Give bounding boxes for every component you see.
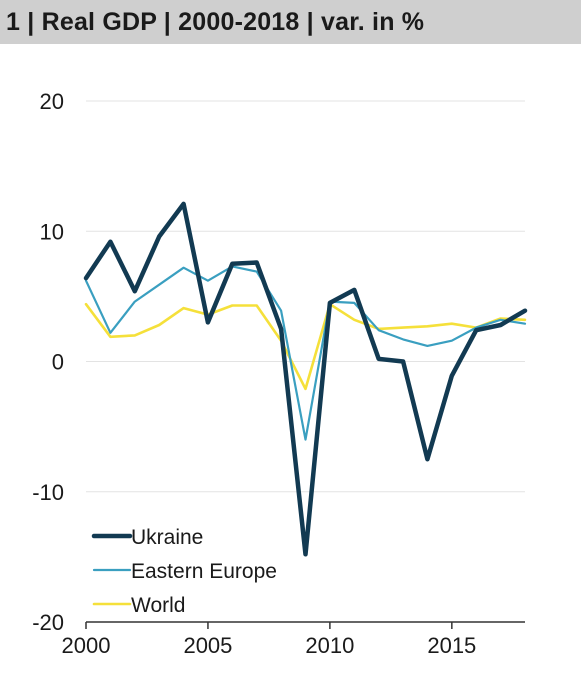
title-bar: 1 | Real GDP | 2000-2018 | var. in % <box>0 0 581 44</box>
legend-label: World <box>131 594 185 617</box>
y-tick-label: 20 <box>40 89 64 114</box>
series-lines <box>83 201 528 557</box>
x-tick-label: 2015 <box>427 633 476 658</box>
series-line-ukraine <box>83 201 528 557</box>
x-axis: 2000 2005 2010 2015 <box>62 621 525 658</box>
series-line-eastern-europe <box>84 265 527 441</box>
y-tick-label: -20 <box>32 610 64 635</box>
legend-label: Eastern Europe <box>131 560 277 583</box>
legend: Ukraine Eastern Europe World <box>91 526 277 617</box>
x-tick-label: 2000 <box>62 633 111 658</box>
x-tick-label: 2005 <box>183 633 232 658</box>
chart-area: 20 10 0 -10 -20 2000 2005 2010 2015 Ukraine East… <box>0 44 581 695</box>
y-tick-label: -10 <box>32 480 64 505</box>
x-tick-label: 2010 <box>305 633 354 658</box>
y-tick-label: 0 <box>52 350 64 375</box>
gridlines <box>86 100 525 493</box>
y-tick-label: 10 <box>40 219 64 244</box>
y-axis: 20 10 0 -10 -20 <box>32 89 64 635</box>
series-line-world <box>84 302 527 391</box>
legend-label: Ukraine <box>131 526 203 549</box>
chart-title: 1 | Real GDP | 2000-2018 | var. in % <box>6 7 425 36</box>
